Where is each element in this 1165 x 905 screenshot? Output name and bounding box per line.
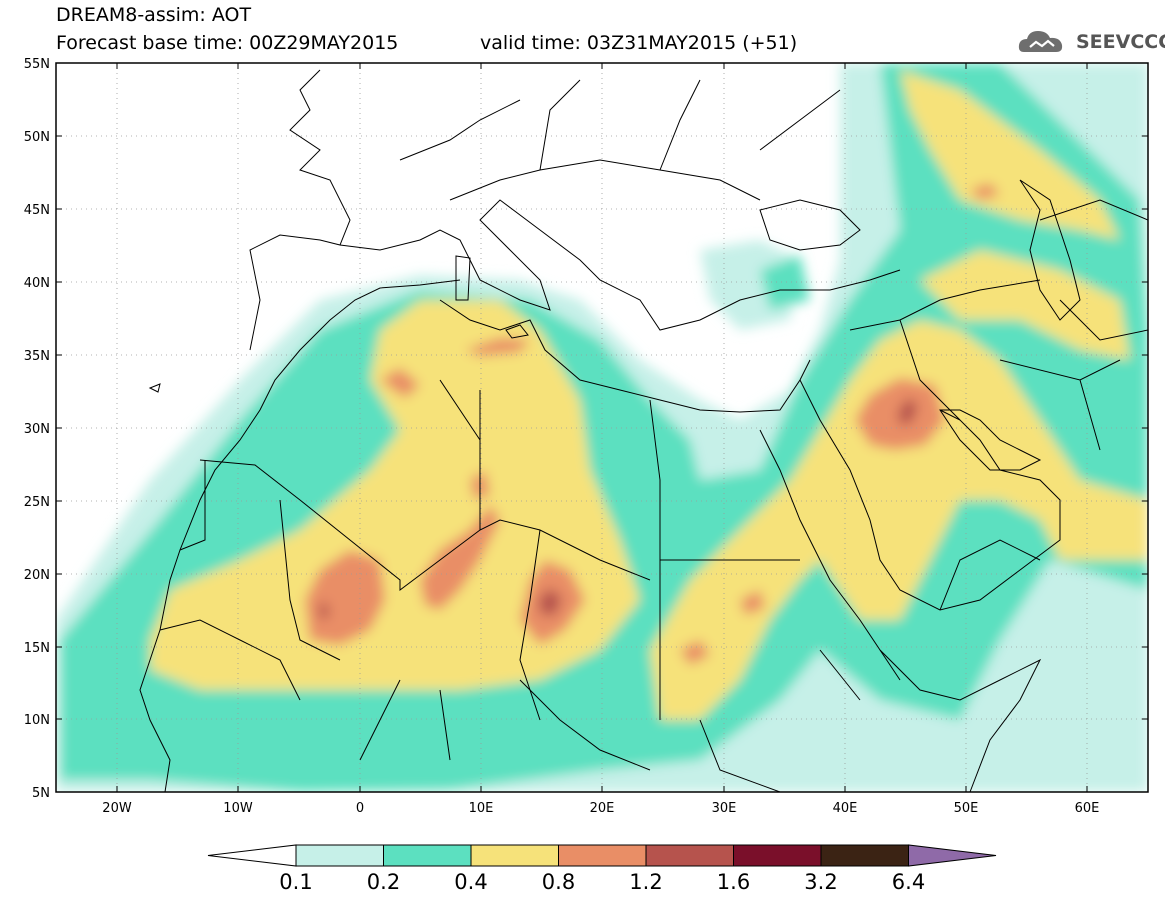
- lat-label: 10N: [24, 713, 50, 728]
- colorbar-label: 0.8: [541, 870, 576, 894]
- lon-label: 10W: [223, 801, 253, 816]
- colorbar-label: 0.2: [366, 870, 401, 894]
- colorbar: [207, 844, 997, 867]
- colorbar-label: 3.2: [804, 870, 838, 894]
- lat-label: 55N: [24, 57, 50, 72]
- colorbar-segment: [207, 844, 297, 867]
- cloud-logo-icon: [1018, 31, 1063, 52]
- colorbar-segment: [733, 844, 822, 867]
- lat-label: 30N: [24, 422, 50, 437]
- lat-label: 15N: [24, 641, 50, 656]
- lon-label: 0: [356, 801, 364, 816]
- colorbar-label: 1.2: [629, 870, 663, 894]
- colorbar-segment: [470, 844, 559, 867]
- coastlines-borders: [139, 69, 1148, 792]
- colorbar-segment: [820, 844, 909, 867]
- colorbar-segment: [645, 844, 734, 867]
- colorbar-segment: [383, 844, 472, 867]
- lat-label: 50N: [24, 130, 50, 145]
- lon-label: 50E: [954, 801, 979, 816]
- lon-label: 20W: [102, 801, 132, 816]
- lat-label: 45N: [24, 203, 50, 218]
- aot-field: [56, 63, 1148, 792]
- lon-label: 30E: [712, 801, 737, 816]
- lon-label: 60E: [1075, 801, 1100, 816]
- colorbar-segment: [558, 844, 647, 867]
- colorbar-segment: [295, 844, 384, 867]
- forecast-base-time: Forecast base time: 00Z29MAY2015: [56, 32, 399, 54]
- colorbar-label: 0.4: [454, 870, 488, 894]
- lat-label: 25N: [24, 495, 50, 510]
- lat-label: 35N: [24, 349, 50, 364]
- lat-label: 40N: [24, 276, 50, 291]
- colorbar-label: 6.4: [891, 870, 926, 894]
- lon-label: 20E: [590, 801, 615, 816]
- lon-label: 40E: [833, 801, 858, 816]
- graticule: [56, 63, 1148, 792]
- valid-time: valid time: 03Z31MAY2015 (+51): [480, 32, 798, 54]
- logo-text: SEEVCCC: [1076, 31, 1165, 53]
- colorbar-segment: [908, 844, 997, 867]
- lon-label: 10E: [469, 801, 494, 816]
- lat-label: 20N: [24, 568, 50, 583]
- map-title-model: DREAM8-assim: AOT: [56, 4, 252, 26]
- colorbar-label: 0.1: [279, 870, 313, 894]
- lat-label: 5N: [32, 786, 50, 801]
- colorbar-label: 1.6: [716, 870, 751, 894]
